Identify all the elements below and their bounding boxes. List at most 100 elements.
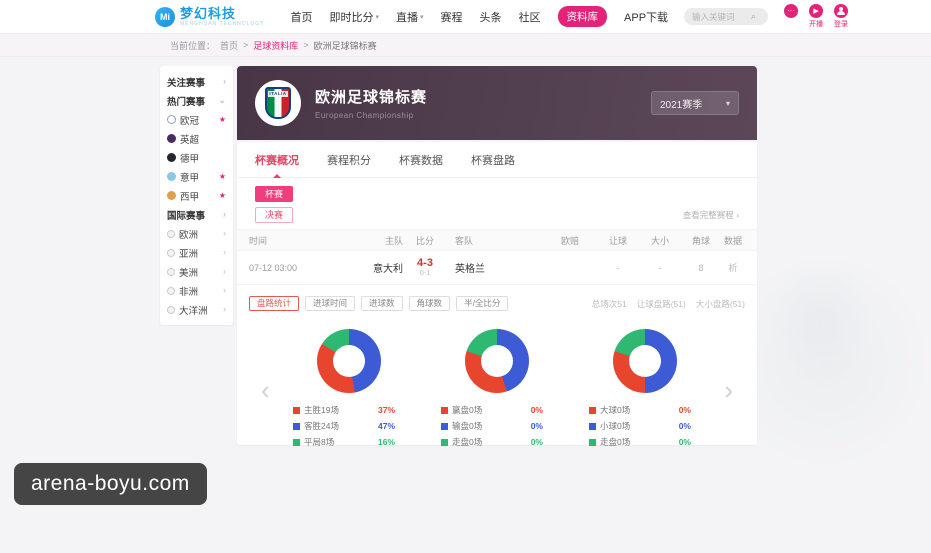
logo-tagline: MENGHUAN TECHNOLOGY	[180, 20, 265, 27]
nav-database-active[interactable]: 资料库	[557, 6, 608, 27]
competition-banner: ITALIA 欧洲足球锦标赛 European Championship 202…	[237, 66, 757, 140]
legend-item: 走盘0场 0%	[441, 436, 553, 448]
home-team[interactable]: 意大利	[373, 264, 403, 275]
full-schedule-link[interactable]: 查看完整赛程 ›	[682, 210, 739, 220]
chevron-right-icon: ›	[223, 228, 226, 238]
carousel-prev-arrow-icon[interactable]: ‹	[261, 375, 270, 405]
chart-legend: 主胜19场 37% 客胜24场 47% 平局8场 16%	[293, 404, 405, 448]
sidebar-item-asia[interactable]: 亚洲 ›	[160, 243, 233, 262]
stats-filter-corners[interactable]: 角球数	[408, 296, 451, 311]
tab-schedule-standings[interactable]: 赛程积分	[327, 155, 371, 167]
carousel-next-arrow-icon[interactable]: ›	[724, 375, 733, 405]
sidebar-item-epl[interactable]: 英超	[160, 129, 233, 148]
nav-schedule[interactable]: 赛程	[440, 11, 463, 24]
away-team[interactable]: 英格兰	[455, 264, 485, 275]
tab-cup-data[interactable]: 杯赛数据	[399, 155, 443, 167]
match-row[interactable]: 07-12 03:00 意大利 4-3 0-1 英格兰 - - 8 析	[237, 251, 757, 285]
legend-swatch-green	[293, 438, 300, 446]
background-player-silhouette-2	[751, 243, 891, 403]
tab-cup-overview[interactable]: 杯赛概况	[255, 152, 299, 168]
sidebar-item-america[interactable]: 美洲 ›	[160, 262, 233, 281]
stats-filter-goals[interactable]: 进球数	[361, 296, 403, 311]
stats-links: 总场次51 让球盘路(51) 大小盘路(51)	[592, 298, 745, 310]
final-stage-button[interactable]: 决赛	[255, 207, 293, 223]
search-input[interactable]	[690, 10, 749, 23]
match-time: 07-12 03:00	[249, 262, 298, 273]
favorite-star-icon[interactable]: ★	[218, 190, 226, 200]
legend-item: 小球0场 0%	[589, 420, 701, 432]
match-table-header: 时间 主队 比分 客队 欧赔 让球 大小 角球 数据	[237, 229, 757, 251]
breadcrumb-football-db[interactable]: 足球资料库	[253, 40, 299, 51]
nav-streams[interactable]: 直播 ▾	[396, 11, 424, 24]
stats-link-total[interactable]: 总场次51	[591, 298, 627, 309]
stats-link-over-under[interactable]: 大小盘路(51)	[695, 298, 745, 309]
sidebar-group-followed[interactable]: 关注赛事 ›	[167, 76, 226, 89]
sidebar-item-oceania[interactable]: 大洋洲 ›	[160, 300, 233, 319]
nav-home[interactable]: 首页	[290, 11, 313, 24]
half-time-score: 0-1	[419, 268, 431, 278]
nav-community[interactable]: 社区	[518, 11, 541, 24]
stage-filter-block: 杯赛 决赛 查看完整赛程 ›	[237, 178, 757, 229]
watermark: arena-boyu.com	[14, 463, 207, 505]
chart-over-under: 大球0场 0% 小球0场 0% 走盘0场 0%	[583, 329, 707, 448]
legend-swatch-green	[589, 438, 596, 446]
league-crest-icon	[167, 153, 176, 162]
chart-legend: 大球0场 0% 小球0场 0% 走盘0场 0%	[589, 404, 701, 448]
over-under-cell: -	[658, 262, 662, 273]
start-broadcast-button[interactable]: ▶ 开播	[809, 4, 824, 29]
legend-item: 赢盘0场 0%	[441, 404, 553, 416]
cup-stage-button[interactable]: 杯赛	[255, 186, 293, 202]
stats-filter-ht-ft[interactable]: 半/全比分	[456, 296, 509, 311]
sidebar-item-europe[interactable]: 欧洲 ›	[160, 224, 233, 243]
chart-legend: 赢盘0场 0% 输盘0场 0% 走盘0场 0%	[441, 404, 553, 448]
nav-live-scores[interactable]: 即时比分 ▾	[329, 11, 379, 24]
search-icon: ⌕	[751, 11, 757, 21]
legend-item: 走盘0场 0%	[589, 436, 701, 448]
italy-shield-icon: ITALIA	[265, 87, 291, 119]
top-navbar: Mi 梦幻科技 MENGHUAN TECHNOLOGY 首页 即时比分 ▾ 直播 ▾…	[0, 0, 931, 34]
breadcrumb-home[interactable]: 首页	[220, 40, 239, 51]
season-select[interactable]: 2021赛季 ▾	[651, 91, 739, 115]
stats-filter-odds-trend[interactable]: 盘路统计	[249, 296, 300, 311]
legend-swatch-red	[441, 406, 448, 414]
corners-cell: 8	[698, 262, 704, 273]
site-logo[interactable]: Mi 梦幻科技 MENGHUAN TECHNOLOGY	[155, 6, 265, 27]
chart-handicap: 赢盘0场 0% 输盘0场 0% 走盘0场 0%	[435, 329, 559, 448]
chevron-right-icon: ›	[223, 285, 226, 295]
caret-down-icon: ▾	[375, 13, 379, 21]
league-sidebar: 关注赛事 › 热门赛事 ⌄ 欧冠 ★ 英超 德甲 意甲 ★ 西甲 ★ 国际赛事 …	[160, 66, 233, 325]
stats-filter-goal-time[interactable]: 进球时间	[305, 296, 356, 311]
content-tabs: 杯赛概况 赛程积分 杯赛数据 杯赛盘路	[237, 142, 757, 178]
sidebar-group-hot[interactable]: 热门赛事 ⌄	[167, 95, 226, 108]
chevron-right-icon: ›	[223, 209, 226, 219]
login-button[interactable]: 登录	[834, 4, 849, 29]
favorite-star-icon[interactable]: ★	[218, 114, 226, 124]
legend-swatch-blue	[441, 422, 448, 430]
chevron-right-icon: ›	[223, 266, 226, 276]
nav-headlines[interactable]: 头条	[479, 11, 502, 24]
search-box[interactable]: ⌕	[684, 8, 769, 25]
dropdown-caret-icon: ▾	[725, 98, 730, 108]
stats-link-handicap[interactable]: 让球盘路(51)	[636, 298, 686, 309]
sidebar-group-international[interactable]: 国际赛事 ›	[167, 209, 226, 222]
league-crest-icon	[167, 191, 176, 200]
tab-cup-odds[interactable]: 杯赛盘路	[471, 155, 515, 167]
donut-chart	[613, 329, 677, 393]
sidebar-item-laliga[interactable]: 西甲 ★	[160, 186, 233, 205]
top-actions: ⋯ ▶ 开播 登录	[784, 4, 849, 29]
nav-app-download[interactable]: APP下载	[624, 11, 669, 24]
sidebar-item-seriea[interactable]: 意甲 ★	[160, 167, 233, 186]
page-subtitle: European Championship	[315, 111, 414, 120]
breadcrumb-sep: >	[303, 40, 309, 50]
match-score: 4-3 0-1	[403, 257, 447, 277]
favorite-star-icon[interactable]: ★	[218, 171, 226, 181]
sidebar-item-bundesliga[interactable]: 德甲	[160, 148, 233, 167]
donut-chart	[317, 329, 381, 393]
legend-swatch-blue	[293, 422, 300, 430]
service-button[interactable]: ⋯	[784, 4, 799, 18]
sidebar-item-africa[interactable]: 非洲 ›	[160, 281, 233, 300]
sidebar-item-ucl[interactable]: 欧冠 ★	[160, 110, 233, 129]
analysis-link[interactable]: 析	[728, 263, 738, 273]
legend-swatch-green	[441, 438, 448, 446]
globe-icon	[167, 248, 175, 257]
